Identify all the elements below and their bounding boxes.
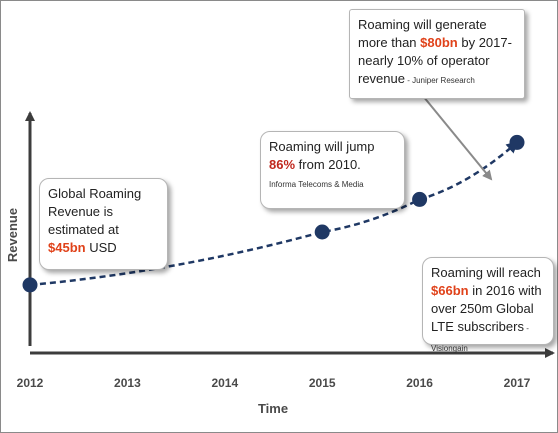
x-tick-label-2015: 2015: [309, 376, 336, 390]
callout-2016-prefix: Roaming will reach: [431, 265, 541, 280]
callout-2015-suffix: from 2010.: [295, 157, 361, 172]
callout-2017-source: - Juniper Research: [404, 76, 475, 85]
callout-2012-highlight: $45bn: [48, 240, 86, 255]
data-point-2015: [314, 224, 330, 240]
x-tick-labels: 2012 2013 2014 2015 2016 2017: [17, 376, 531, 390]
y-axis-label: Revenue: [5, 208, 20, 262]
x-axis-label: Time: [258, 401, 288, 416]
x-tick-label-2017: 2017: [504, 376, 531, 390]
callout-2015: Roaming will jump 86% from 2010. Informa…: [260, 131, 405, 209]
callout-2017-prefix: Roaming will generate more than: [358, 17, 487, 50]
x-tick-label-2013: 2013: [114, 376, 141, 390]
callout-2016-highlight: $66bn: [431, 283, 469, 298]
callout-2017-suffix: by 2017- nearly 10% of operator revenue: [358, 35, 512, 86]
callout-2012: Global Roaming Revenue is estimated at $…: [39, 178, 168, 270]
callout-2017-highlight: $80bn: [420, 35, 458, 50]
callout-2012-suffix: USD: [85, 240, 117, 255]
callout-pointer-arrow: [422, 95, 493, 181]
callout-2012-prefix: Global Roaming Revenue is estimated at: [48, 186, 142, 237]
x-tick-label-2012: 2012: [17, 376, 44, 390]
callout-2016-source: - Visiongain: [431, 324, 529, 353]
callout-2015-highlight: 86%: [269, 157, 296, 172]
revenue-trend-line: [29, 141, 519, 287]
x-tick-label-2016: 2016: [406, 376, 433, 390]
callout-2015-prefix: Roaming will jump: [269, 139, 375, 154]
x-tick-label-2014: 2014: [211, 376, 238, 390]
callout-2017: Roaming will generate more than $80bn by…: [349, 9, 525, 99]
data-point-2016: [412, 191, 428, 207]
revenue-data-points: [22, 134, 525, 293]
data-point-2017: [509, 134, 525, 150]
callout-2016: Roaming will reach $66bn in 2016 with ov…: [422, 257, 554, 353]
callout-2016-suffix: in 2016 with over 250m Global LTE subscr…: [431, 283, 542, 334]
data-point-2012: [22, 277, 38, 293]
callout-2015-source: Informa Telecoms & Media: [269, 180, 364, 189]
